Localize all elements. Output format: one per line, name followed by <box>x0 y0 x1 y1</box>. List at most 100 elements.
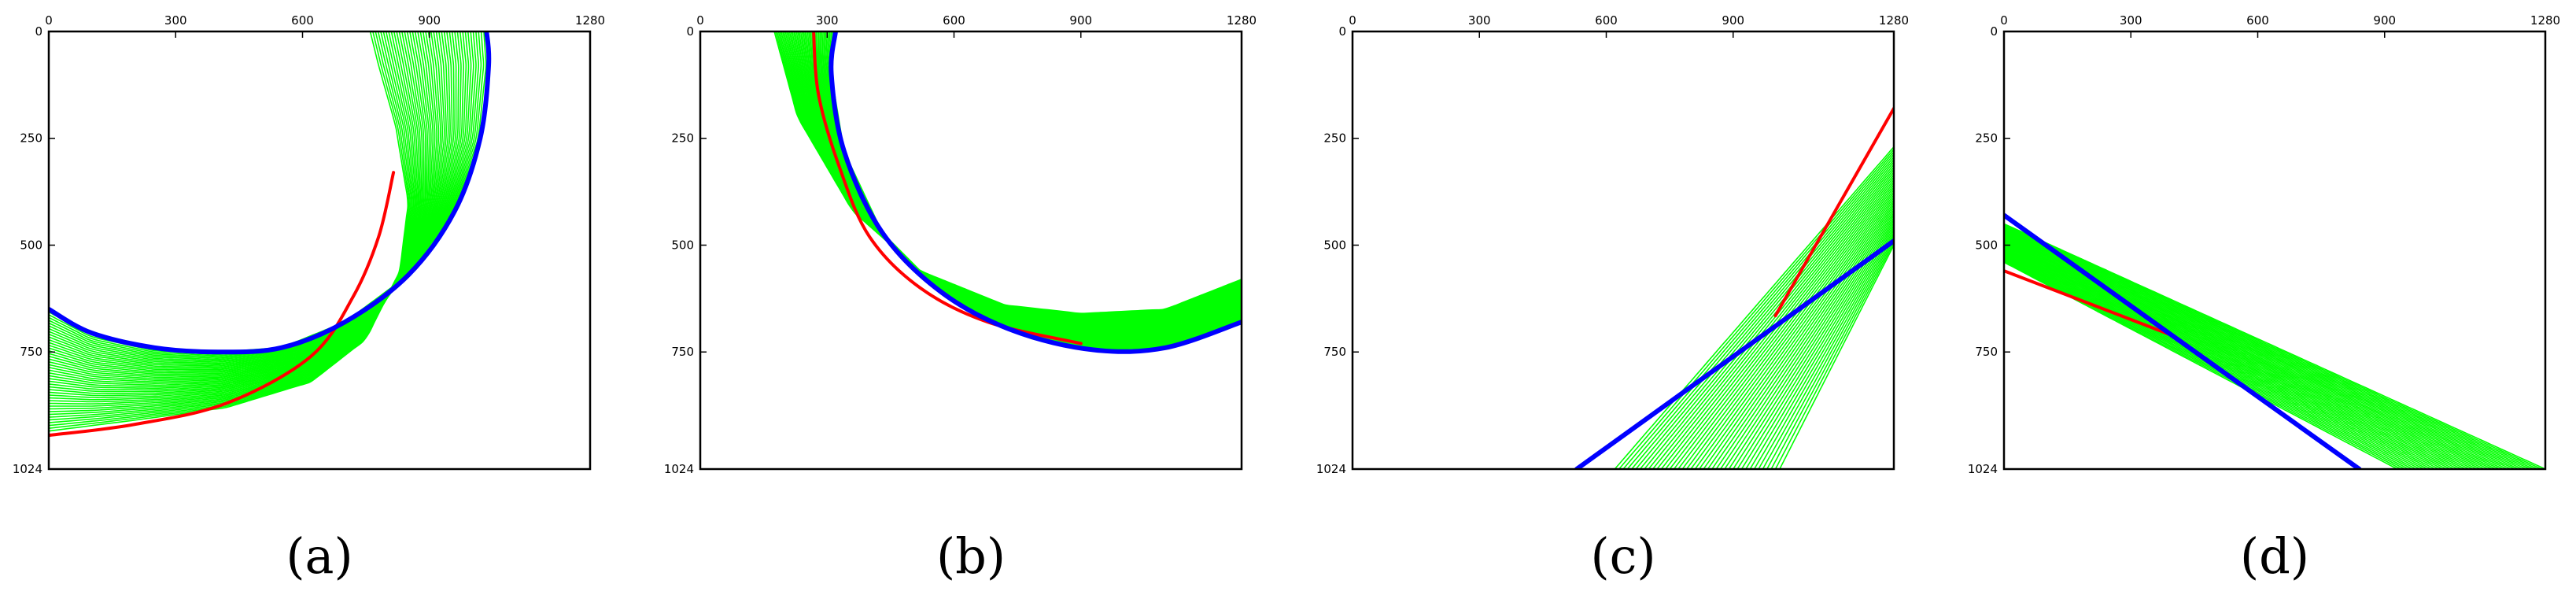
panel-d-green-line-2 <box>2004 224 2542 469</box>
panel-c-y-tick-label-2: 250 <box>1323 131 1346 146</box>
panel-c-green-line-18 <box>1685 189 1894 469</box>
panel-a-y-tick-label-5: 1024 <box>13 462 42 476</box>
panel-b-green-line-29 <box>795 31 1242 327</box>
panel-a-green-line-22 <box>49 31 441 382</box>
panel-a-x-tick-label-4: 900 <box>418 13 441 28</box>
panel-a-green-line-20 <box>49 31 445 379</box>
panel-d-green-line-32 <box>2004 253 2428 469</box>
panel-b-green-line-17 <box>812 31 1242 338</box>
panel-c-green-line-36 <box>1762 235 1894 469</box>
panel-c-green-line-7 <box>1639 161 1894 469</box>
panel-b-green-line-7 <box>824 31 1242 346</box>
panel-c-green-line-21 <box>1699 197 1894 469</box>
panel-d-green-line-16 <box>2004 238 2489 469</box>
panel-c-green-line-31 <box>1740 222 1894 469</box>
panel-c-green-line-17 <box>1681 187 1894 469</box>
panel-a-green-line-16 <box>49 31 453 372</box>
panel-b-green-line-15 <box>815 31 1242 339</box>
panel-d-green-line-19 <box>2004 241 2478 469</box>
panel-d-green-line-10 <box>2004 231 2511 469</box>
panel-c-y-tick-label-4: 750 <box>1323 345 1346 359</box>
panel-c-green-line-15 <box>1673 181 1894 469</box>
panel-c-y-tick-label-3: 500 <box>1323 238 1346 252</box>
panel-d-green-line-31 <box>2004 253 2432 469</box>
panel-b-green-line-24 <box>803 31 1242 331</box>
panel-a-y-tick-label-4: 750 <box>20 345 42 359</box>
panel-c-y-ticks: 0 250 500 750 1024 <box>1316 24 1359 476</box>
panel-a-green-line-31 <box>49 31 425 397</box>
panel-c-green-line-32 <box>1745 224 1894 469</box>
panel-a-y-ticks: 0 250 500 750 1024 <box>13 24 55 476</box>
panel-d: 0 300 600 900 1280 0 250 500 750 1024 (d) <box>1968 13 2560 585</box>
panel-d-blue-line <box>2004 213 2362 469</box>
panel-c-x-tick-label-2: 300 <box>1468 13 1491 28</box>
panel-b-green-line-6 <box>825 31 1242 346</box>
panel-d-green-line-8 <box>2004 230 2519 469</box>
panel-a-x-ticks: 0 300 600 900 1280 <box>45 13 605 38</box>
panel-b-plot <box>773 31 1242 354</box>
panel-c-green-line-23 <box>1707 201 1894 469</box>
panel-d-plot <box>2004 213 2545 469</box>
panel-a-green-line-24 <box>49 31 437 385</box>
panel-d-y-tick-label-4: 750 <box>1975 345 1998 359</box>
panel-c-green-line-38 <box>1770 239 1894 469</box>
panel-b-green-line-1 <box>830 31 1242 351</box>
panel-a-blue-line <box>49 31 492 355</box>
panel-a-green-line-25 <box>49 31 436 386</box>
panel-b-green-line-45 <box>773 31 1242 314</box>
panel-b-y-tick-label-5: 1024 <box>664 462 694 476</box>
panel-a-green-line-9 <box>49 31 470 363</box>
panel-b-frame <box>699 30 1243 471</box>
panel-a-y-tick-label-3: 500 <box>20 238 42 252</box>
panel-b-green-line-30 <box>794 31 1242 327</box>
panel-b-y-ticks: 0 250 500 750 1024 <box>664 24 707 476</box>
panel-d-green-line-26 <box>2004 247 2451 469</box>
panel-d-frame <box>2002 30 2547 471</box>
panel-a-plot <box>49 31 492 438</box>
panel-c-label: (c) <box>1590 527 1655 585</box>
panel-a-green-line-44 <box>49 31 410 429</box>
panel-c-green-line-33 <box>1749 227 1894 469</box>
panel-d-green-line-9 <box>2004 231 2515 469</box>
panel-c-green-line-2 <box>1618 149 1894 469</box>
panel-c-green-line-40 <box>1779 245 1894 469</box>
panel-d-green-line-14 <box>2004 235 2497 469</box>
panel-d-green-line-20 <box>2004 242 2474 469</box>
panel-a-y-tick-label-1: 0 <box>35 24 42 39</box>
panel-a-green-line-17 <box>49 31 451 374</box>
panel-d-y-tick-label-2: 250 <box>1975 131 1998 146</box>
panel-b-green-line-14 <box>817 31 1242 340</box>
panel-d-green-line-6 <box>2004 227 2527 469</box>
panel-c-green-line-6 <box>1635 159 1894 469</box>
panel-d-green-line-28 <box>2004 249 2444 469</box>
panel-d-green-line-3 <box>2004 225 2538 469</box>
panel-c-red-line <box>1773 106 1894 318</box>
panel-b-green-line-20 <box>808 31 1242 334</box>
panel-d-green-line-27 <box>2004 249 2447 469</box>
panel-c-y-tick-label-1: 0 <box>1338 24 1346 39</box>
panel-c-y-tick-label-5: 1024 <box>1316 462 1346 476</box>
panel-c-plot <box>1574 106 1894 469</box>
panel-c-green-line-5 <box>1631 156 1894 469</box>
panel-c-x-ticks: 0 300 600 900 1280 <box>1349 13 1909 38</box>
panel-a-green-line-23 <box>49 31 440 383</box>
panel-d-green-line-25 <box>2004 246 2455 469</box>
panel-d-label: (d) <box>2240 527 2309 585</box>
panel-d-red-line <box>2004 269 2175 338</box>
panel-a-green-line-10 <box>49 31 467 364</box>
panel-b-green-line-13 <box>817 31 1242 341</box>
panel-c-blue-line <box>1574 238 1894 469</box>
panel-a-y-tick-label-2: 250 <box>20 131 42 146</box>
panel-c-green-line-27 <box>1724 212 1894 469</box>
panel-b-x-tick-label-3: 600 <box>943 13 965 28</box>
panel-b-green-line-25 <box>801 31 1242 331</box>
panel-b-label: (b) <box>936 527 1006 585</box>
panel-c-green-line-39 <box>1774 242 1894 469</box>
panel-c-x-tick-label-3: 600 <box>1595 13 1618 28</box>
panel-b-green-line-21 <box>806 31 1242 334</box>
panel-d-green-line-37 <box>2004 258 2409 469</box>
panel-d-green-line-29 <box>2004 250 2440 469</box>
panel-b-blue-line <box>829 31 1242 354</box>
panel-b-green-line-12 <box>819 31 1242 342</box>
panel-b-y-tick-label-2: 250 <box>671 131 694 146</box>
